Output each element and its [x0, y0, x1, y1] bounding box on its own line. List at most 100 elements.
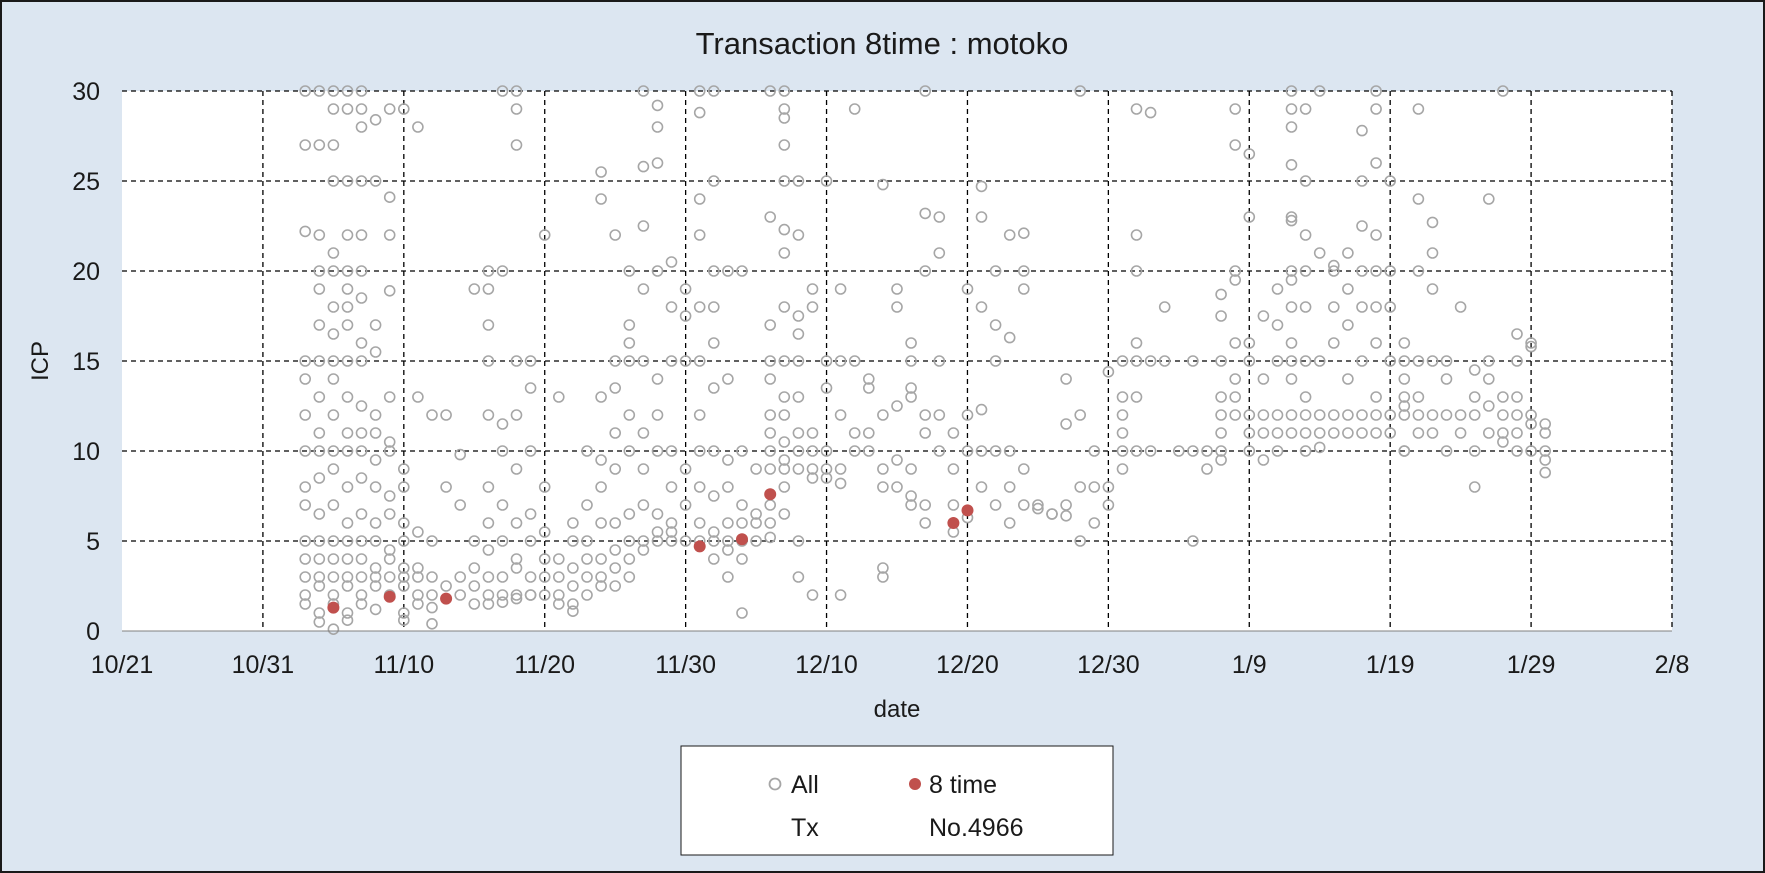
x-tick-label: 1/9 — [1232, 651, 1267, 679]
all-point — [567, 580, 579, 592]
all-point — [1130, 337, 1143, 349]
all-point — [299, 571, 312, 583]
all-point — [496, 571, 509, 583]
all-point — [707, 265, 720, 277]
all-point — [327, 265, 340, 277]
all-point — [468, 535, 481, 547]
all-point — [496, 85, 509, 97]
all-point — [538, 481, 551, 493]
all-point — [1356, 220, 1368, 232]
all-point — [1468, 364, 1481, 376]
all-point — [1116, 355, 1129, 367]
all-point — [1144, 355, 1157, 367]
all-point — [778, 223, 791, 236]
all-point — [1285, 121, 1298, 133]
all-point — [1285, 301, 1298, 313]
all-point — [341, 355, 354, 367]
all-point — [1116, 445, 1129, 457]
y-tick-label: 10 — [72, 438, 100, 466]
all-point — [1370, 265, 1382, 277]
all-point — [369, 535, 382, 547]
all-point — [1271, 427, 1284, 439]
all-point — [1130, 103, 1143, 115]
all-point — [496, 499, 509, 511]
all-point — [595, 580, 607, 592]
all-point — [567, 605, 579, 618]
all-point — [595, 166, 607, 178]
all-point — [299, 445, 312, 457]
all-point — [299, 553, 312, 565]
eight-time-point — [764, 488, 777, 501]
all-point — [707, 445, 720, 457]
all-series-points — [299, 85, 1551, 636]
all-point — [1384, 409, 1396, 421]
all-point — [1511, 328, 1523, 340]
all-point — [482, 481, 495, 493]
all-point — [1130, 265, 1143, 277]
all-point — [1356, 124, 1368, 137]
all-point — [975, 445, 988, 457]
all-point — [877, 562, 889, 574]
all-point — [1285, 265, 1298, 277]
all-point — [313, 229, 326, 241]
all-point — [1017, 463, 1030, 475]
all-point — [510, 562, 523, 574]
all-point — [1229, 337, 1241, 349]
all-point — [637, 535, 650, 547]
all-point — [848, 355, 861, 367]
all-point — [947, 427, 960, 439]
all-point — [891, 301, 903, 313]
all-point — [679, 499, 692, 511]
all-point — [482, 589, 495, 601]
all-point — [877, 409, 889, 421]
all-point — [905, 499, 917, 511]
all-point — [609, 463, 622, 475]
all-point — [792, 355, 805, 367]
all-point — [327, 589, 340, 601]
eight-time-series-points — [327, 488, 974, 614]
all-point — [1074, 85, 1086, 97]
all-point — [651, 265, 664, 277]
all-point — [750, 535, 762, 547]
all-point — [665, 445, 678, 457]
all-point — [538, 526, 551, 538]
all-point — [1454, 427, 1467, 439]
all-point — [834, 283, 847, 295]
all-point — [412, 571, 424, 583]
all-point — [1328, 427, 1340, 439]
all-point — [693, 409, 706, 421]
x-tick-label: 1/19 — [1366, 651, 1415, 679]
all-point — [862, 445, 875, 457]
all-point — [637, 220, 650, 232]
all-point — [1412, 265, 1425, 277]
all-point — [538, 571, 551, 583]
all-point — [383, 445, 396, 457]
all-point — [1003, 481, 1016, 493]
all-point — [1116, 409, 1129, 421]
all-point — [1426, 355, 1439, 367]
all-point — [651, 508, 664, 520]
all-point — [1229, 373, 1241, 385]
all-point — [975, 211, 988, 223]
all-point — [736, 445, 748, 457]
all-point — [679, 463, 692, 475]
all-point — [369, 427, 382, 439]
all-point — [1215, 310, 1227, 322]
chart-title: Transaction 8time : motoko — [696, 26, 1069, 61]
all-point — [1356, 265, 1368, 277]
all-point — [961, 445, 974, 457]
all-point — [1440, 409, 1453, 421]
all-point — [313, 607, 326, 619]
all-point — [806, 445, 819, 457]
all-point — [834, 409, 847, 421]
all-point — [792, 229, 805, 241]
all-point — [834, 355, 847, 367]
legend-eight-time-label: 8 time — [929, 771, 997, 799]
all-point — [1398, 391, 1411, 403]
all-point — [383, 103, 396, 115]
all-point — [355, 337, 368, 349]
all-point — [412, 526, 424, 538]
all-point — [1313, 409, 1326, 421]
all-point — [919, 265, 932, 277]
